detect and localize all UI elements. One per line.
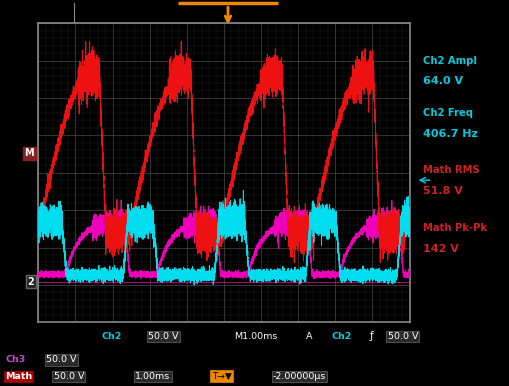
Text: 406.7 Hz: 406.7 Hz <box>422 129 477 139</box>
Text: ƒ: ƒ <box>369 332 373 341</box>
Text: T→▼: T→▼ <box>211 372 231 381</box>
Text: Ch2: Ch2 <box>331 332 351 341</box>
Text: Stop: Stop <box>38 7 65 20</box>
Text: 64.0 V: 64.0 V <box>422 76 462 86</box>
Text: 142 V: 142 V <box>422 244 458 254</box>
Text: 2: 2 <box>27 277 34 287</box>
Text: Ch2 Ampl: Ch2 Ampl <box>422 56 476 66</box>
Text: -2.00000µs: -2.00000µs <box>272 372 326 381</box>
Text: Math: Math <box>5 372 32 381</box>
Text: M: M <box>24 148 34 158</box>
Text: 50.0 V: 50.0 V <box>46 356 76 364</box>
Text: Ch2: Ch2 <box>102 332 122 341</box>
Text: Ch2 Freq: Ch2 Freq <box>422 108 472 118</box>
Text: A: A <box>305 332 312 341</box>
Text: 50.0 V: 50.0 V <box>53 372 84 381</box>
Text: Tek: Tek <box>8 7 34 21</box>
Text: Math Pk-Pk: Math Pk-Pk <box>422 223 487 233</box>
Text: 50.0 V: 50.0 V <box>387 332 417 341</box>
Text: M1.00ms: M1.00ms <box>234 332 277 341</box>
Text: 1.00ms: 1.00ms <box>135 372 170 381</box>
Text: Math RMS: Math RMS <box>422 165 479 175</box>
Text: 50.0 V: 50.0 V <box>148 332 178 341</box>
Text: Ch3: Ch3 <box>5 356 25 364</box>
Text: 51.8 V: 51.8 V <box>422 186 462 196</box>
